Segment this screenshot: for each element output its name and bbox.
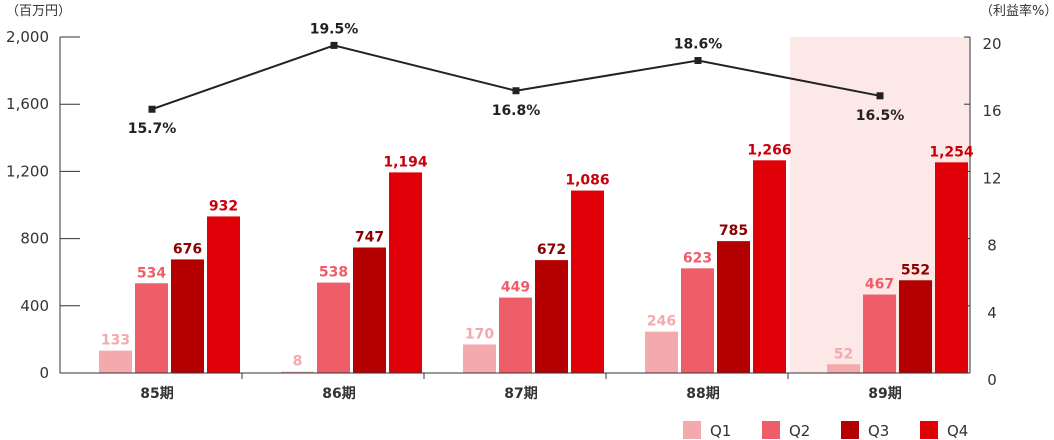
profit-rate-point: [876, 92, 884, 100]
bar-value-label: 246: [647, 314, 676, 330]
profit-rate-label: 16.8%: [492, 103, 541, 119]
right-tick-label: 12: [982, 169, 1001, 187]
bar-q1: [281, 371, 314, 373]
bar-value-label: 133: [101, 333, 130, 349]
legend-swatch-q4: [920, 421, 938, 439]
left-tick-label: 0: [39, 364, 49, 382]
left-axis: 2,000 1,600 1,200 800 400 0: [6, 28, 80, 382]
bar-q4: [753, 160, 786, 373]
profit-rate-label: 18.6%: [674, 37, 723, 53]
bar-value-label: 785: [719, 223, 748, 239]
bar-q4: [935, 162, 968, 373]
category-label: 88期: [686, 386, 719, 402]
bar-q2: [135, 283, 168, 373]
right-tick-label: 16: [982, 102, 1001, 120]
bar-value-labels: 133 8 170 246 52 534 538 449 623 467 676 747 672 785 5…: [101, 142, 974, 369]
legend-label: Q1: [710, 422, 731, 440]
profit-rate-line-group: 15.7% 19.5% 16.8% 18.6% 16.5%: [128, 21, 905, 137]
bar-value-label: 552: [901, 262, 930, 278]
profit-rate-label: 19.5%: [310, 21, 359, 37]
bar-q1: [645, 331, 678, 373]
legend: Q1 Q2 Q3 Q4: [683, 421, 968, 440]
profit-rate-point: [512, 87, 520, 95]
left-tick-label: 2,000: [6, 28, 49, 46]
left-tick-label: 800: [20, 230, 49, 248]
bar-q2: [499, 297, 532, 373]
bar-value-label: 52: [834, 346, 853, 362]
bar-q1: [827, 364, 860, 373]
bar-value-label: 1,266: [747, 142, 791, 158]
legend-label: Q3: [868, 422, 889, 440]
bar-q3: [353, 247, 386, 373]
bar-value-label: 1,086: [565, 173, 609, 189]
bar-q4: [571, 190, 604, 373]
bar-value-label: 534: [137, 265, 166, 281]
legend-label: Q2: [789, 422, 810, 440]
legend-label: Q4: [947, 422, 968, 440]
bar-value-label: 932: [209, 198, 238, 214]
bar-q4: [207, 216, 240, 373]
right-axis: 20 16 12 8 4 0: [964, 35, 1002, 389]
category-label: 86期: [322, 386, 355, 402]
bar-q3: [535, 260, 568, 373]
right-axis-unit: （利益率%）: [980, 3, 1054, 19]
left-tick-label: 1,600: [6, 95, 49, 113]
profit-rate-label: 15.7%: [128, 121, 177, 137]
bar-value-label: 1,254: [929, 144, 974, 160]
bar-value-label: 8: [293, 354, 303, 370]
legend-swatch-q3: [841, 421, 859, 439]
category-label: 87期: [504, 386, 537, 402]
bar-value-label: 1,194: [383, 154, 428, 170]
right-tick-label: 0: [987, 371, 997, 389]
profit-rate-label: 16.5%: [856, 108, 905, 124]
bar-q1: [463, 344, 496, 373]
bar-q2: [863, 294, 896, 373]
profit-rate-point: [148, 105, 156, 113]
bar-q1: [99, 350, 132, 373]
bar-q3: [717, 241, 750, 373]
category-label: 89期: [868, 386, 901, 402]
bar-q2: [317, 282, 350, 373]
legend-swatch-q2: [762, 421, 780, 439]
bar-q3: [899, 280, 932, 373]
legend-swatch-q1: [683, 421, 701, 439]
right-tick-label: 8: [987, 237, 997, 255]
bar-q3: [171, 259, 204, 373]
right-tick-label: 20: [982, 35, 1001, 53]
bar-q4: [389, 172, 422, 373]
category-axis: 85期 86期 87期 88期 89期: [60, 372, 970, 402]
profit-rate-point: [694, 57, 702, 65]
bar-value-label: 449: [501, 280, 530, 296]
bar-value-label: 538: [319, 265, 348, 281]
bar-value-label: 170: [465, 326, 494, 342]
left-axis-unit: （百万円）: [6, 4, 71, 19]
bar-value-label: 676: [173, 241, 202, 257]
bar-value-label: 467: [865, 277, 894, 293]
right-tick-label: 4: [987, 304, 997, 322]
left-tick-label: 1,200: [6, 162, 49, 180]
bar-q2: [681, 268, 714, 373]
bar-value-label: 747: [355, 230, 384, 246]
bar-value-label: 623: [683, 250, 712, 266]
left-tick-label: 400: [20, 297, 49, 315]
category-label: 85期: [140, 386, 173, 402]
bar-series: [99, 160, 968, 373]
bar-value-label: 672: [537, 242, 566, 258]
profit-rate-point: [330, 41, 338, 49]
profit-rate-line: [151, 44, 881, 111]
